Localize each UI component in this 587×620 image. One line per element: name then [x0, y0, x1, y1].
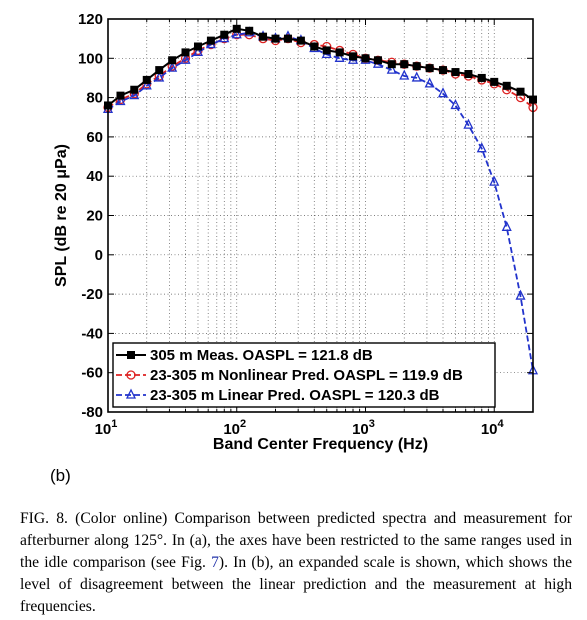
legend-marker [127, 351, 135, 359]
data-point [232, 24, 241, 33]
x-tick-label: 104 [481, 418, 505, 438]
figure-caption: FIG. 8. (Color online) Comparison betwee… [20, 508, 572, 618]
data-point [451, 68, 460, 77]
y-tick-label: 60 [86, 129, 103, 146]
y-tick-label: 120 [78, 11, 103, 28]
data-point [476, 142, 487, 153]
y-tick-label: 80 [86, 90, 103, 107]
data-point [424, 77, 435, 88]
legend-entry-label: 23-305 m Linear Pred. OASPL = 120.3 dB [150, 387, 440, 404]
data-point [271, 34, 280, 43]
caption-lead: FIG. 8. (Color online) Comparison betwee… [20, 510, 572, 571]
data-point [335, 48, 344, 57]
data-point [437, 87, 449, 98]
legend: 305 m Meas. OASPL = 121.8 dB 23-305 m Non… [112, 342, 496, 408]
data-point [425, 64, 434, 73]
data-point [192, 45, 204, 57]
data-point [115, 95, 126, 106]
data-point [181, 48, 190, 57]
data-point [141, 79, 152, 90]
series-line [107, 27, 534, 107]
data-point [450, 99, 461, 110]
data-point [193, 42, 202, 51]
data-point [386, 63, 397, 74]
panel-label: (b) [50, 466, 71, 485]
data-point [129, 89, 140, 100]
data-point [142, 75, 151, 84]
data-point [245, 26, 254, 35]
data-point [167, 61, 178, 72]
y-tick-label: 0 [95, 247, 103, 264]
data-point [373, 56, 382, 65]
data-point [231, 28, 242, 39]
data-point [399, 69, 410, 80]
figure-reference-link[interactable]: 7 [211, 554, 219, 571]
data-point [130, 85, 139, 94]
data-point [310, 42, 319, 51]
caption-tail: ). In (b), an expanded scale is shown, w… [20, 554, 573, 615]
data-point [464, 70, 473, 79]
data-series [102, 24, 539, 375]
data-point [463, 118, 474, 129]
data-point [489, 175, 500, 186]
data-point [220, 30, 229, 39]
y-tick-label: -20 [81, 286, 103, 303]
data-point [116, 91, 125, 100]
legend-box [112, 342, 496, 408]
legend-entry-label: 23-305 m Nonlinear Pred. OASPL = 119.9 d… [150, 367, 463, 384]
data-point [515, 289, 526, 300]
y-tick-label: 40 [86, 168, 103, 185]
y-tick-label: -60 [81, 365, 103, 382]
legend-entry-label: 305 m Meas. OASPL = 121.8 dB [150, 347, 373, 364]
x-tick-label: 101 [95, 418, 118, 438]
data-point [502, 81, 511, 90]
data-point [259, 32, 268, 41]
series-line [107, 31, 534, 371]
y-tick-label: 100 [78, 50, 103, 67]
data-point [206, 36, 215, 45]
data-point [412, 62, 421, 71]
x-axis-label: Band Center Frequency (Hz) [213, 436, 428, 453]
legend-marker [126, 370, 136, 380]
data-point [180, 53, 191, 64]
data-point [296, 36, 305, 45]
data-point [411, 71, 422, 82]
data-point [155, 66, 164, 75]
data-point [361, 54, 370, 63]
data-point [349, 52, 358, 61]
data-point [439, 66, 448, 75]
y-tick-label: 20 [86, 208, 103, 225]
y-tick-label: -80 [81, 404, 103, 421]
data-point [322, 46, 331, 55]
data-point [387, 60, 396, 69]
x-tick-label: 102 [223, 418, 246, 438]
data-point [477, 73, 486, 82]
series-3 [102, 26, 539, 375]
data-point [400, 60, 409, 69]
data-point [154, 71, 165, 82]
data-point [168, 56, 177, 65]
data-point [501, 220, 512, 231]
legend-marker [125, 388, 137, 399]
data-point [283, 34, 292, 43]
data-point [334, 51, 345, 62]
series-line [107, 33, 534, 109]
data-point [516, 87, 525, 96]
data-point [490, 77, 499, 86]
x-tick-label: 103 [352, 418, 375, 438]
y-tick-label: -40 [81, 325, 103, 342]
y-axis-label: SPL (dB re 20 μPa) [53, 144, 70, 287]
